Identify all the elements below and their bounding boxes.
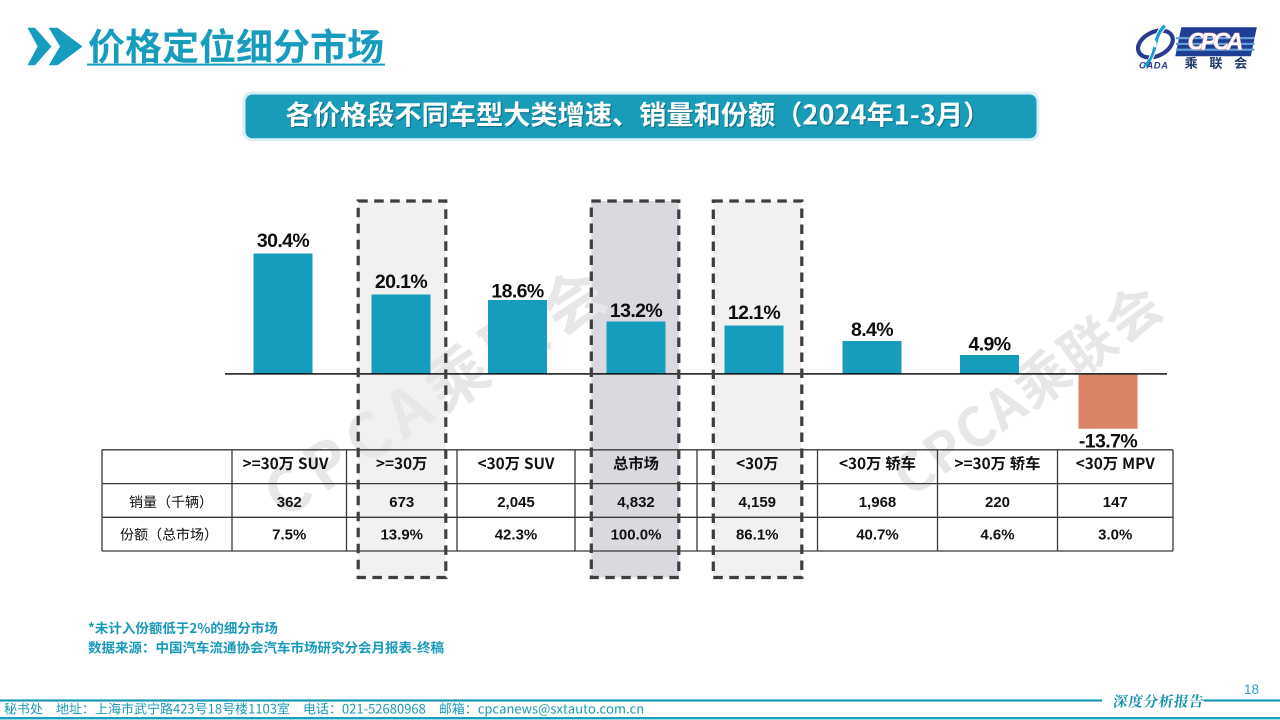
svg-text:-13.7%: -13.7% [1079, 431, 1137, 453]
svg-text:30.4%: 30.4% [257, 230, 310, 252]
svg-text:7.5%: 7.5% [272, 527, 306, 544]
svg-text:18.6%: 18.6% [491, 281, 544, 303]
svg-text:4,832: 4,832 [617, 494, 655, 511]
svg-text:20.1%: 20.1% [375, 271, 428, 293]
svg-text:18: 18 [1244, 682, 1259, 697]
svg-text:13.2%: 13.2% [610, 300, 663, 322]
svg-text:13.9%: 13.9% [380, 527, 423, 544]
svg-text:42.3%: 42.3% [495, 527, 538, 544]
svg-text:1,968: 1,968 [859, 494, 897, 511]
svg-text:8.4%: 8.4% [851, 319, 893, 341]
svg-text:2,045: 2,045 [497, 494, 535, 511]
svg-text:12.1%: 12.1% [728, 302, 781, 324]
svg-text:4.6%: 4.6% [980, 527, 1014, 544]
svg-text:673: 673 [389, 494, 414, 511]
svg-text:40.7%: 40.7% [856, 527, 899, 544]
svg-text:3.0%: 3.0% [1098, 527, 1132, 544]
svg-text:4.9%: 4.9% [968, 334, 1010, 356]
svg-text:CADA: CADA [1139, 61, 1168, 72]
svg-text:147: 147 [1103, 494, 1128, 511]
svg-text:220: 220 [985, 494, 1010, 511]
svg-text:CPCA: CPCA [1188, 29, 1244, 56]
svg-text:4,159: 4,159 [738, 494, 776, 511]
svg-text:100.0%: 100.0% [611, 527, 662, 544]
svg-text:86.1%: 86.1% [736, 527, 779, 544]
svg-text:362: 362 [277, 494, 302, 511]
